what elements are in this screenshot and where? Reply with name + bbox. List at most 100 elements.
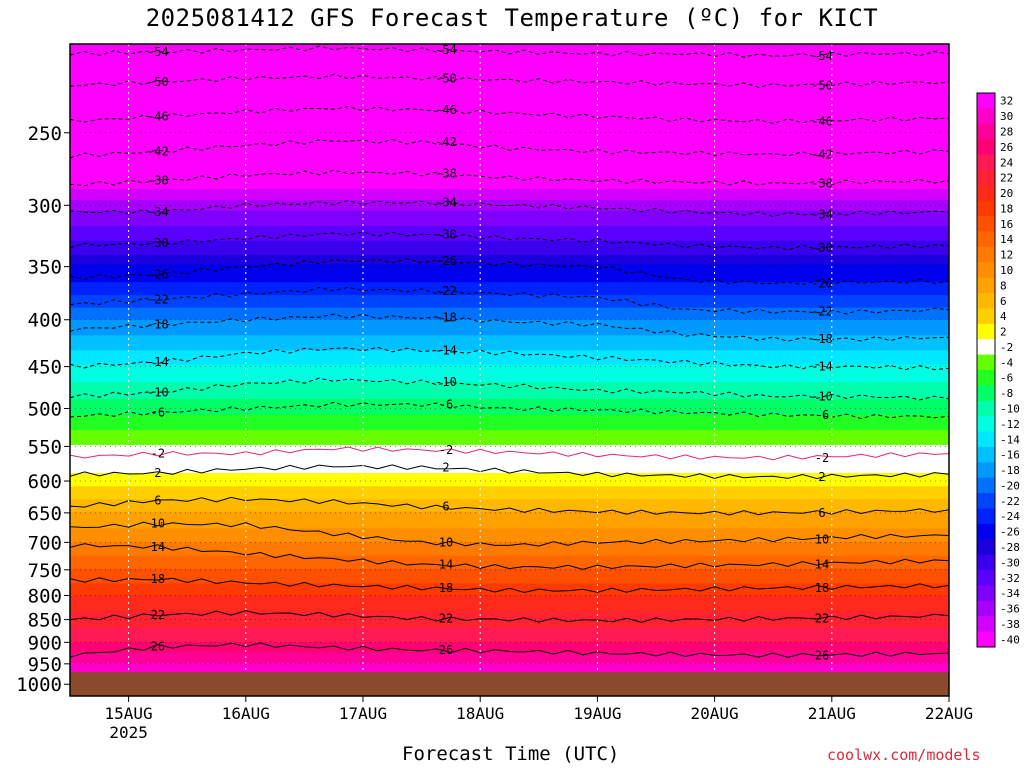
colorbar-swatch: [977, 293, 995, 309]
temperature-band: [70, 277, 949, 283]
isotherm-line: [70, 169, 949, 187]
temperature-band: [70, 577, 949, 580]
y-tick-label: 650: [28, 503, 62, 525]
temperature-band: [70, 607, 949, 610]
x-tick-label: 17AUG: [339, 704, 387, 723]
colorbar-label: 18: [1000, 202, 1013, 215]
temperature-band: [70, 183, 949, 190]
colorbar-swatch: [977, 354, 995, 371]
isotherm-line: [70, 401, 949, 420]
temperature-band: [70, 659, 949, 662]
contour-label: 14: [815, 557, 829, 571]
colorbar-swatch: [977, 477, 995, 494]
temperature-band: [70, 205, 949, 212]
contour-label: -14: [147, 355, 169, 369]
colorbar-label: -40: [1000, 633, 1020, 646]
colorbar-label: 6: [1000, 295, 1007, 308]
contour-label: -54: [147, 45, 169, 59]
colorbar-swatch: [977, 200, 995, 217]
contour-label: 14: [151, 540, 165, 554]
contour-label: 18: [151, 572, 165, 586]
temperature-band: [70, 475, 949, 479]
contour-label: -26: [435, 254, 457, 268]
temperature-band: [70, 661, 949, 664]
isotherm-line: [70, 543, 949, 570]
isotherm-line: [70, 521, 949, 547]
y-tick-label: 250: [28, 123, 62, 145]
temperature-band: [70, 177, 949, 185]
temperature-band: [70, 624, 949, 627]
temperature-band: [70, 453, 949, 458]
temperature-band: [70, 339, 949, 344]
temperature-band: [70, 472, 949, 477]
temperature-band: [70, 555, 949, 559]
temperature-band: [70, 560, 949, 563]
contour-label: -26: [147, 267, 169, 281]
temperature-band: [70, 295, 949, 300]
temperature-band: [70, 595, 949, 599]
colorbar-swatch: [977, 616, 995, 633]
temperature-band: [70, 388, 949, 393]
temperature-band: [70, 215, 949, 222]
temperature-band: [70, 657, 949, 661]
temperature-band: [70, 612, 949, 616]
temperature-band: [70, 230, 949, 237]
contour-label: -2: [815, 451, 829, 465]
chart-title: 2025081412 GFS Forecast Temperature (ºC)…: [145, 4, 879, 32]
temperature-band: [70, 307, 949, 313]
temperature-band: [70, 626, 949, 629]
temperature-band: [70, 375, 949, 380]
colorbar-swatch: [977, 585, 995, 602]
temperature-band: [70, 509, 949, 513]
temperature-band: [70, 523, 949, 527]
grid-lines: [70, 44, 949, 696]
isotherm-line: [70, 258, 949, 286]
temperature-band: [70, 488, 949, 493]
contour-label: -42: [435, 135, 457, 149]
colorbar-swatch: [977, 446, 995, 463]
colorbar-label: -32: [1000, 572, 1020, 585]
colorbar-label: -26: [1000, 526, 1020, 539]
isotherm-line: [70, 496, 949, 516]
temperature-band: [70, 264, 949, 270]
temperature-band: [70, 398, 949, 403]
source-credit: coolwx.com/models: [827, 746, 981, 764]
temperature-band: [70, 572, 949, 576]
colorbar-label: -38: [1000, 618, 1020, 631]
temperature-band: [70, 354, 949, 359]
temperature-band: [70, 662, 949, 666]
temperature-band: [70, 483, 949, 487]
colorbar-frame: [976, 92, 996, 648]
contour-label: 10: [815, 533, 829, 547]
contour-label: -54: [435, 43, 457, 57]
temperature-band: [70, 564, 949, 568]
colorbar-label: 22: [1000, 172, 1013, 185]
colorbar-label: 24: [1000, 156, 1014, 169]
colorbar-swatch: [977, 169, 995, 186]
x-tick-label: 15AUG: [105, 704, 153, 723]
temperature-band: [70, 504, 949, 508]
contour-label: -34: [435, 196, 457, 210]
contour-label: -14: [811, 360, 833, 374]
temperature-band: [70, 557, 949, 561]
contour-label: 26: [151, 640, 165, 654]
temperature-band: [70, 546, 949, 550]
temperature-band: [70, 593, 949, 597]
y-tick-label: 450: [28, 357, 62, 379]
temperature-band: [70, 629, 949, 633]
temperature-band: [70, 350, 949, 355]
temperature-band: [70, 530, 949, 534]
isotherm-line: [70, 642, 949, 658]
temperature-band: [70, 335, 949, 340]
temperature-band: [70, 210, 949, 217]
contour-label: 26: [439, 643, 453, 657]
colorbar-label: -12: [1000, 418, 1020, 431]
temperature-band: [70, 540, 949, 543]
temperature-band: [70, 591, 949, 595]
x-axis-label: Forecast Time (UTC): [402, 743, 620, 765]
contour-label: -46: [811, 114, 833, 128]
temperature-band: [70, 656, 949, 659]
colorbar-swatch: [977, 277, 995, 294]
temperature-band: [70, 255, 949, 261]
colorbar-label: -8: [1000, 387, 1013, 400]
